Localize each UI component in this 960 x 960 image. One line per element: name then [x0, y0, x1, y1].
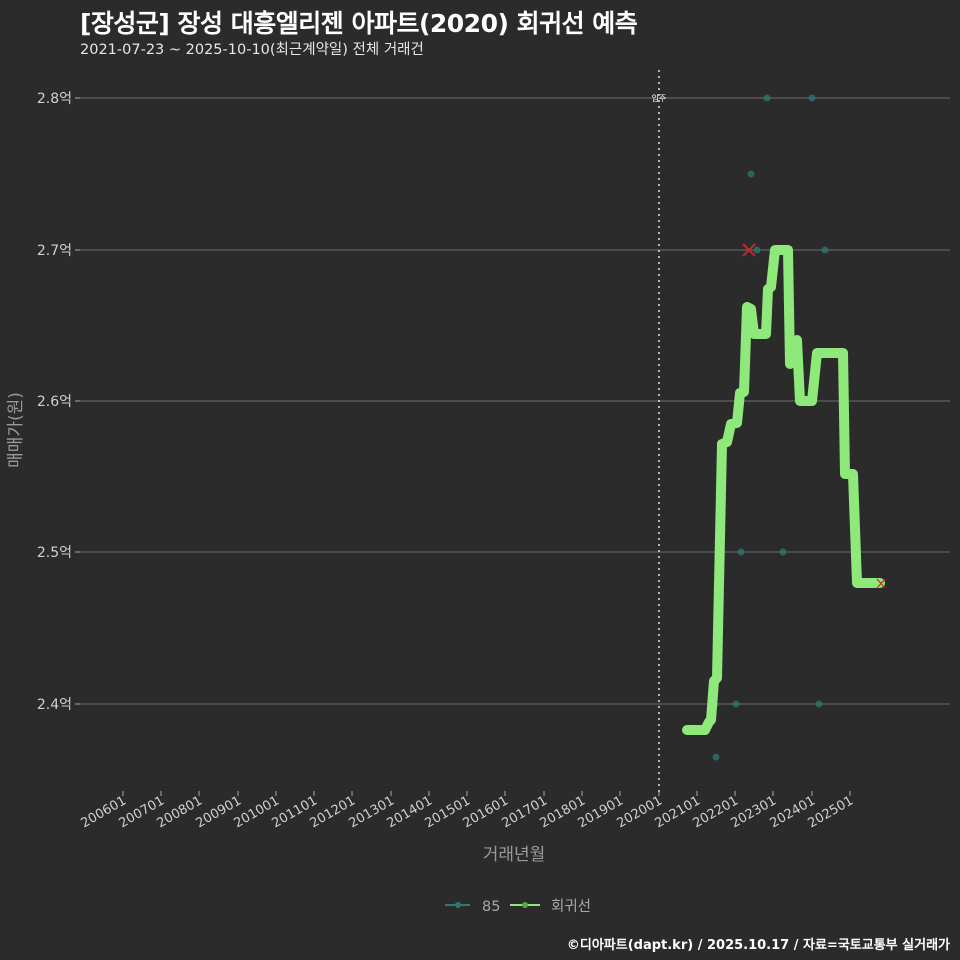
data-point [732, 700, 740, 708]
regression-line [682, 245, 885, 735]
x-axis-title: 거래년월 [483, 845, 546, 865]
legend-swatch-icon [522, 902, 528, 908]
legend-item-85[interactable]: 85 [445, 899, 500, 915]
data-point [808, 94, 816, 102]
chart-subtitle: 2021-07-23 ~ 2025-10-10(최근계약일) 전체 거래건 [80, 42, 424, 58]
legend: 85 회귀선 [445, 898, 591, 915]
chart-title: [장성군] 장성 대흥엘리젠 아파트(2020) 회귀선 예측 [80, 9, 638, 38]
data-point [753, 246, 761, 254]
y-axis: 2.8억 2.7억 2.6억 2.5억 2.4억 [37, 91, 80, 713]
outlier-x-icon [742, 243, 756, 257]
data-point [779, 548, 787, 556]
y-tick-label: 2.5억 [37, 545, 72, 561]
data-point [737, 548, 745, 556]
outlier-x-icon [876, 578, 886, 589]
data-point [747, 170, 755, 178]
legend-label: 회귀선 [551, 898, 591, 915]
data-point [763, 94, 771, 102]
y-tick-label: 2.8억 [37, 91, 72, 107]
y-tick-label: 2.4억 [37, 697, 72, 713]
legend-swatch-icon [455, 902, 461, 908]
legend-item-regression[interactable]: 회귀선 [510, 898, 591, 915]
x-axis: 200601 200701 200801 200901 201001 20110… [79, 791, 856, 831]
legend-label: 85 [482, 899, 500, 915]
y-tick-label: 2.7억 [37, 243, 72, 259]
source-credit: ©디아파트(dapt.kr) / 2025.10.17 / 자료=국토교통부 실… [566, 938, 950, 953]
outlier-markers [742, 243, 886, 589]
y-axis-title: 매매가(원) [6, 392, 26, 468]
data-point [815, 700, 823, 708]
move-in-label: 입주 [652, 94, 667, 103]
data-point [712, 753, 720, 761]
data-point [821, 246, 829, 254]
gridlines [80, 97, 950, 705]
y-tick-label: 2.6억 [37, 394, 72, 410]
